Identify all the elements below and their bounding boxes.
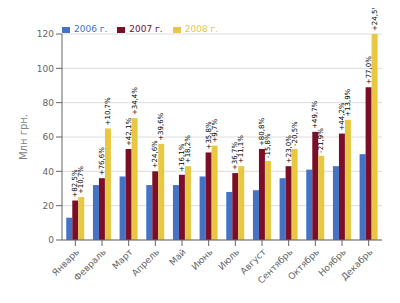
svg-text:-21,9%: -21,9%: [317, 128, 325, 153]
html-text:2006 г.: 2006 г.: [74, 24, 108, 34]
svg-text:100: 100: [37, 64, 54, 74]
svg-text:Ноябрь: Ноябрь: [316, 246, 348, 279]
html-text:2007 г.: 2007 г.: [129, 24, 163, 34]
svg-text:+13,9%: +13,9%: [344, 88, 352, 116]
svg-text:+42,1%: +42,1%: [125, 118, 133, 146]
svg-text:120: 120: [37, 29, 54, 39]
svg-text:+39,6%: +39,6%: [157, 112, 165, 140]
svg-text:+77,0%: +77,0%: [365, 56, 373, 84]
svg-text:Сентябрь: Сентябрь: [256, 247, 295, 286]
svg-text:+24,6%: +24,6%: [151, 140, 159, 168]
svg-text:Февраль: Февраль: [72, 247, 108, 283]
svg-text:+35,8%: +35,8%: [204, 121, 213, 150]
svg-text:+36,7%: +36,7%: [231, 141, 240, 171]
svg-text:Июнь: Июнь: [189, 247, 214, 272]
svg-text:80: 80: [43, 98, 55, 108]
svg-text:+11,1%: +11,1%: [237, 135, 245, 163]
svg-text:-15,8%: -15,8%: [264, 133, 272, 158]
html-text:2008 г.: 2008 г.: [184, 24, 219, 34]
svg-text:0: 0: [48, 235, 54, 245]
svg-text:+23,0%: +23,0%: [284, 135, 293, 164]
svg-text:+16,1%: +16,1%: [177, 143, 186, 172]
svg-text:Декабрь: Декабрь: [339, 247, 374, 282]
svg-text:+49,7%: +49,7%: [311, 100, 319, 128]
svg-text:Октябрь: Октябрь: [286, 247, 321, 282]
svg-text:Март: Март: [110, 247, 134, 271]
svg-text:+10,7%: +10,7%: [104, 97, 112, 125]
svg-text:Июль: Июль: [216, 247, 241, 272]
svg-text:Млн грн.: Млн грн.: [18, 114, 29, 160]
svg-text:20: 20: [43, 201, 55, 211]
svg-text:40: 40: [43, 167, 55, 177]
svg-text:+82,5%: +82,5%: [71, 169, 80, 198]
svg-text:Апрель: Апрель: [130, 247, 161, 278]
svg-text:+80,8%: +80,8%: [257, 117, 266, 146]
svg-text:+10,7%: +10,7%: [77, 166, 85, 194]
svg-text:Август: Август: [238, 246, 268, 277]
svg-text:+44,2%: +44,2%: [337, 102, 346, 131]
svg-text:Май: Май: [167, 247, 188, 268]
svg-text:-20,5%: -20,5%: [291, 121, 299, 146]
svg-text:+76,6%: +76,6%: [98, 147, 106, 175]
svg-text:+34,4%: +34,4%: [131, 87, 139, 115]
svg-text:Январь: Январь: [50, 246, 82, 278]
svg-text:+24,5%: +24,5%: [371, 8, 379, 31]
svg-text:+9,7%: +9,7%: [211, 119, 219, 143]
svg-text:60: 60: [43, 132, 55, 142]
svg-text:+18,2%: +18,2%: [184, 135, 192, 163]
